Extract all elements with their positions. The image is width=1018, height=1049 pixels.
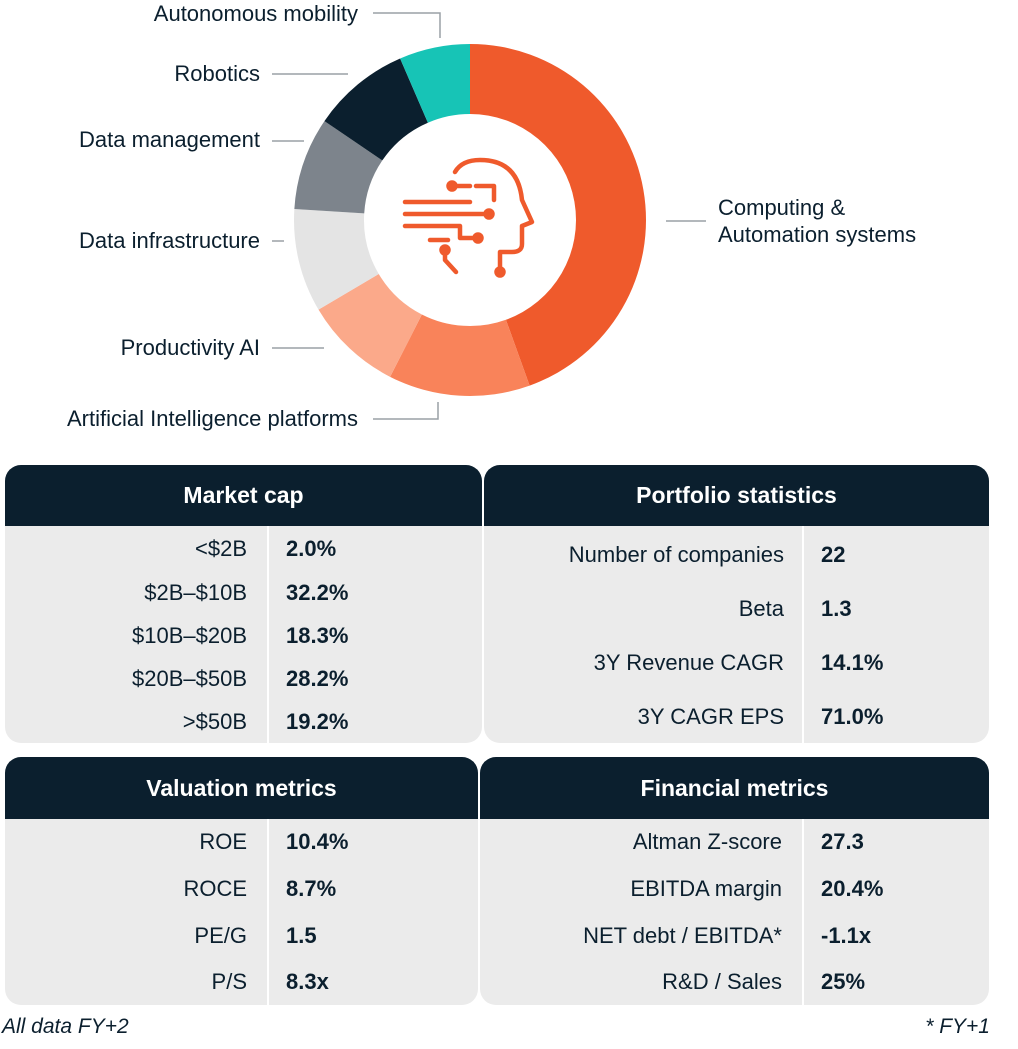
row-value: 10.4% bbox=[286, 829, 349, 854]
row-value: 18.3% bbox=[286, 623, 349, 648]
table-row: Altman Z-score 27.3 bbox=[480, 822, 989, 862]
row-value: 20.4% bbox=[821, 876, 884, 901]
row-value: -1.1x bbox=[821, 923, 872, 948]
row-label: ROCE bbox=[183, 876, 247, 901]
financial-metrics-table: Altman Z-score 27.3 EBITDA margin 20.4% NET … bbox=[480, 819, 989, 1005]
row-label: NET debt / EBITDA* bbox=[583, 923, 782, 948]
market-cap-card: Market cap <$2B 2.0% $2B–$10B 32.2% $10B–$20… bbox=[5, 465, 482, 743]
market-cap-title: Market cap bbox=[5, 465, 482, 526]
ai-head-icon bbox=[402, 157, 535, 278]
donut-slice-productivity-ai bbox=[318, 273, 422, 377]
row-label: PE/G bbox=[194, 923, 247, 948]
label-data-management: Data management bbox=[79, 127, 260, 152]
leader-lines bbox=[272, 12, 706, 420]
row-label: Number of companies bbox=[568, 542, 784, 567]
donut-labels: Autonomous mobility Robotics Data manage… bbox=[67, 1, 916, 431]
row-label: $10B–$20B bbox=[132, 623, 247, 648]
row-label: Beta bbox=[738, 596, 784, 621]
table-row: Beta 1.3 bbox=[484, 589, 989, 629]
donut-slice-artificial-intelligence-platforms bbox=[390, 314, 530, 396]
donut-slice-data-infrastructure bbox=[294, 208, 379, 310]
row-value: 32.2% bbox=[286, 580, 349, 605]
portfolio-divider bbox=[802, 526, 804, 743]
row-value: 22 bbox=[821, 542, 846, 567]
label-autonomous-mobility: Autonomous mobility bbox=[154, 1, 358, 26]
donut-slice-data-management bbox=[294, 121, 383, 214]
row-label: $20B–$50B bbox=[132, 666, 247, 691]
label-productivity-ai: Productivity AI bbox=[121, 335, 260, 360]
table-row: 3Y CAGR EPS 71.0% bbox=[484, 697, 989, 737]
table-row: ROE 10.4% bbox=[5, 822, 478, 862]
label-robotics: Robotics bbox=[174, 61, 260, 86]
row-value: 71.0% bbox=[821, 704, 884, 729]
leader-line-ai-platforms bbox=[373, 402, 439, 420]
footnote-left: All data FY+2 bbox=[2, 1015, 129, 1038]
donut-slice-robotics bbox=[324, 58, 428, 161]
portfolio-statistics-card: Portfolio statistics Number of companies… bbox=[484, 465, 989, 743]
row-label: 3Y CAGR EPS bbox=[637, 704, 784, 729]
table-row: <$2B 2.0% bbox=[5, 529, 482, 569]
financial-divider bbox=[802, 819, 804, 1005]
row-label: ROE bbox=[199, 829, 247, 854]
row-label: <$2B bbox=[195, 536, 247, 561]
financial-metrics-title: Financial metrics bbox=[480, 757, 989, 819]
table-row: NET debt / EBITDA* -1.1x bbox=[480, 916, 989, 956]
valuation-metrics-title: Valuation metrics bbox=[5, 757, 478, 819]
row-value: 1.5 bbox=[286, 923, 317, 948]
row-label: P/S bbox=[211, 969, 247, 994]
row-value: 28.2% bbox=[286, 666, 349, 691]
donut-slice-computing-automation-systems bbox=[470, 44, 646, 386]
row-label: $2B–$10B bbox=[144, 580, 247, 605]
label-ai-platforms: Artificial Intelligence platforms bbox=[67, 406, 358, 431]
portfolio-statistics-title: Portfolio statistics bbox=[484, 465, 989, 526]
table-row: P/S 8.3x bbox=[5, 962, 478, 1002]
row-value: 27.3 bbox=[821, 829, 864, 854]
sector-donut-chart: Autonomous mobility Robotics Data manage… bbox=[0, 0, 1018, 450]
valuation-divider bbox=[267, 819, 269, 1005]
table-row: R&D / Sales 25% bbox=[480, 962, 989, 1002]
table-row: 3Y Revenue CAGR 14.1% bbox=[484, 643, 989, 683]
table-row: >$50B 19.2% bbox=[5, 702, 482, 742]
market-cap-divider bbox=[267, 526, 269, 743]
row-label: >$50B bbox=[182, 709, 247, 734]
row-value: 1.3 bbox=[821, 596, 852, 621]
row-label: R&D / Sales bbox=[662, 969, 782, 994]
financial-metrics-card: Financial metrics Altman Z-score 27.3 EBIT… bbox=[480, 757, 989, 1005]
donut-slices bbox=[294, 44, 646, 396]
portfolio-statistics-table: Number of companies 22 Beta 1.3 3Y Revenue C… bbox=[484, 526, 989, 743]
row-label: Altman Z-score bbox=[632, 829, 782, 854]
label-computing-line2: Automation systems bbox=[718, 222, 916, 247]
label-computing-line1: Computing & bbox=[718, 195, 846, 220]
donut-svg: Autonomous mobility Robotics Data manage… bbox=[67, 1, 916, 431]
row-value: 8.3x bbox=[286, 969, 329, 994]
row-value: 19.2% bbox=[286, 709, 349, 734]
row-label: 3Y Revenue CAGR bbox=[593, 650, 784, 675]
valuation-metrics-table: ROE 10.4% ROCE 8.7% PE/G 1.5 P/S 8.3x bbox=[5, 819, 478, 1005]
footnote-right: * FY+1 bbox=[925, 1015, 990, 1038]
row-value: 14.1% bbox=[821, 650, 884, 675]
market-cap-table: <$2B 2.0% $2B–$10B 32.2% $10B–$20B 18.3% $20B–… bbox=[5, 526, 482, 743]
row-label: EBITDA margin bbox=[630, 876, 782, 901]
label-data-infrastructure: Data infrastructure bbox=[79, 228, 260, 253]
valuation-metrics-card: Valuation metrics ROE 10.4% ROCE 8.7% PE/G 1.… bbox=[5, 757, 478, 1005]
table-row: $10B–$20B 18.3% bbox=[5, 616, 482, 656]
table-row: $20B–$50B 28.2% bbox=[5, 659, 482, 699]
row-value: 2.0% bbox=[286, 536, 337, 561]
table-row: $2B–$10B 32.2% bbox=[5, 573, 482, 613]
table-row: Number of companies 22 bbox=[484, 535, 989, 575]
leader-line-autonomous bbox=[373, 12, 441, 38]
table-row: ROCE 8.7% bbox=[5, 869, 478, 909]
row-value: 25% bbox=[821, 969, 866, 994]
donut-slice-autonomous-mobility bbox=[400, 44, 470, 123]
table-row: PE/G 1.5 bbox=[5, 916, 478, 956]
table-row: EBITDA margin 20.4% bbox=[480, 869, 989, 909]
row-value: 8.7% bbox=[286, 876, 337, 901]
